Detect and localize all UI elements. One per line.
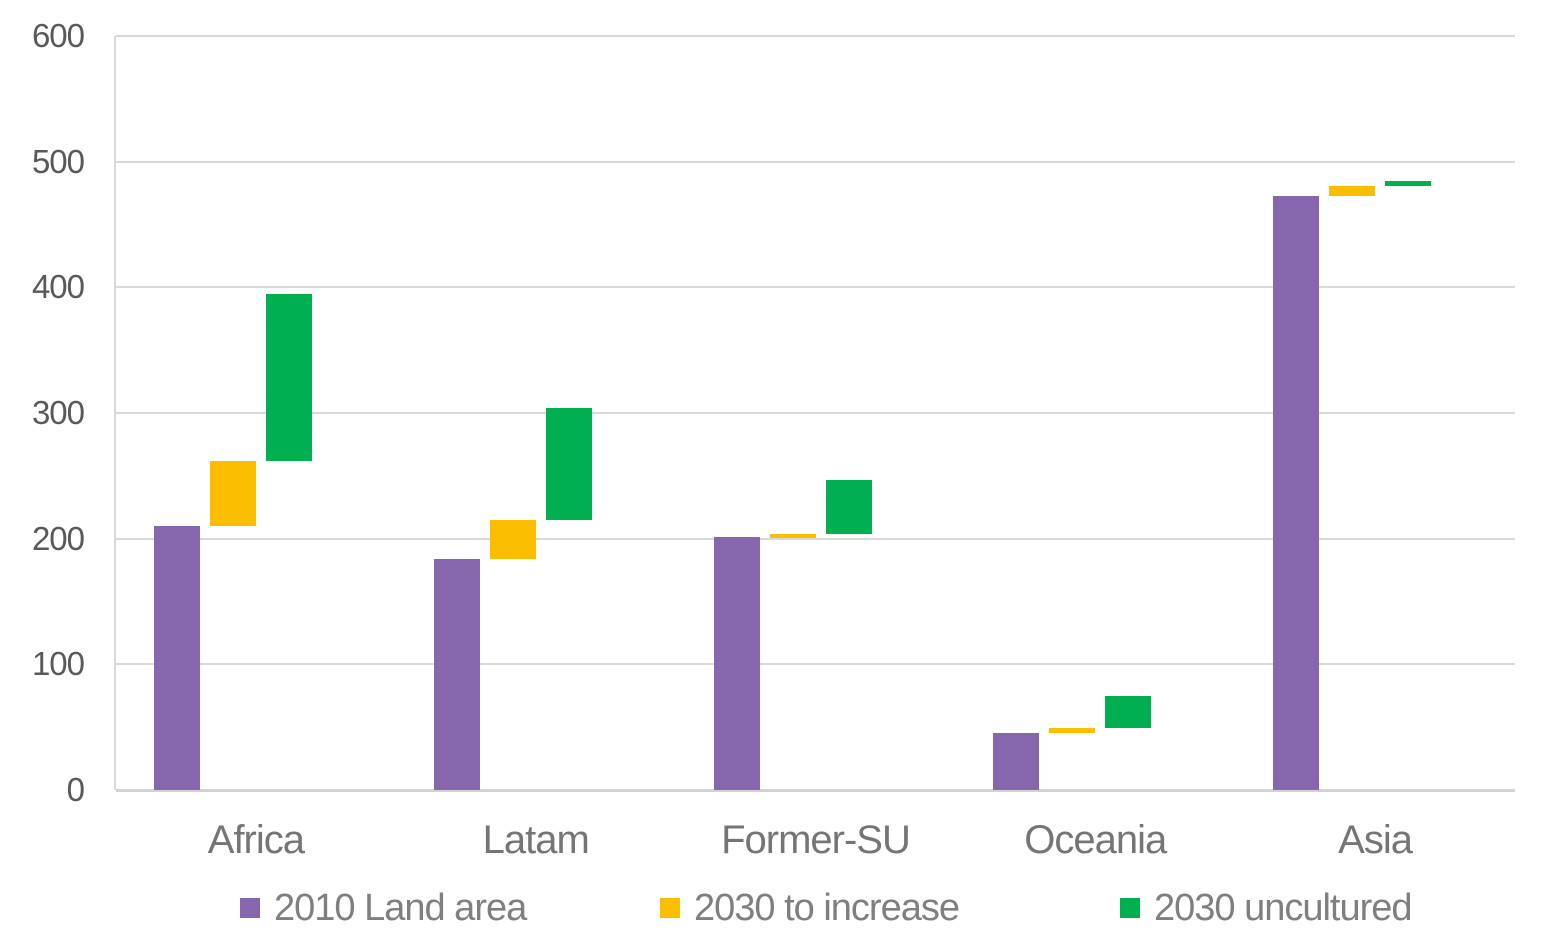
y-grid-line-200 xyxy=(116,537,1515,540)
category-label-africa: Africa xyxy=(207,818,305,862)
legend-label: 2030 uncultured xyxy=(1154,886,1413,929)
legend-item-2010-land-area: 2010 Land area xyxy=(240,882,527,934)
bar-latam-2010-land-area xyxy=(433,558,480,790)
bar-former-su-2030-uncultured xyxy=(825,479,872,534)
y-tick-label-500: 500 xyxy=(31,142,85,180)
y-axis-line xyxy=(114,36,116,790)
y-grid-line-500 xyxy=(116,160,1515,163)
legend-swatch-icon xyxy=(1120,898,1140,918)
y-grid-line-300 xyxy=(116,412,1515,414)
bar-latam-2030-uncultured xyxy=(545,407,592,520)
bar-former-su-2010-land-area xyxy=(713,537,760,790)
bar-africa-2030-uncultured xyxy=(265,293,312,461)
y-tick-label-0: 0 xyxy=(66,771,85,808)
bar-asia-2030-uncultured xyxy=(1385,180,1432,186)
y-tick-label-400: 400 xyxy=(31,268,85,306)
category-label-latam: Latam xyxy=(482,818,590,862)
bar-asia-2030-to-increase xyxy=(1329,185,1376,196)
y-grid-line-400 xyxy=(116,286,1515,289)
legend-label: 2030 to increase xyxy=(694,886,960,929)
legend-item-2030-uncultured: 2030 uncultured xyxy=(1120,882,1413,934)
y-grid-line-100 xyxy=(116,663,1515,666)
bar-africa-2030-to-increase xyxy=(209,460,256,527)
bar-oceania-2030-to-increase xyxy=(1049,728,1096,734)
bar-former-su-2030-to-increase xyxy=(769,533,816,538)
bar-asia-2010-land-area xyxy=(1273,195,1320,790)
category-label-oceania: Oceania xyxy=(1024,818,1167,862)
y-grid-line-600 xyxy=(116,35,1515,37)
y-tick-label-200: 200 xyxy=(31,519,85,557)
legend-label: 2010 Land area xyxy=(274,886,527,929)
bar-latam-2030-to-increase xyxy=(489,519,536,559)
category-label-asia: Asia xyxy=(1338,818,1413,862)
x-axis-line xyxy=(116,789,1515,792)
bar-oceania-2010-land-area xyxy=(993,733,1040,790)
y-tick-label-100: 100 xyxy=(31,645,85,683)
legend-item-2030-to-increase: 2030 to increase xyxy=(660,882,960,934)
chart-legend: 2010 Land area 2030 to increase 2030 uncul… xyxy=(0,882,1564,934)
bar-africa-2010-land-area xyxy=(153,526,200,790)
legend-swatch-icon xyxy=(240,898,260,918)
y-tick-label-300: 300 xyxy=(31,394,85,431)
bar-oceania-2030-uncultured xyxy=(1105,695,1152,729)
legend-swatch-icon xyxy=(660,898,680,918)
category-label-former-su: Former-SU xyxy=(721,818,911,862)
y-tick-label-600: 600 xyxy=(31,17,85,54)
